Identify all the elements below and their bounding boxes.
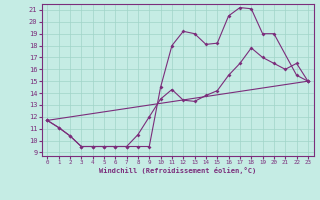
X-axis label: Windchill (Refroidissement éolien,°C): Windchill (Refroidissement éolien,°C) bbox=[99, 167, 256, 174]
